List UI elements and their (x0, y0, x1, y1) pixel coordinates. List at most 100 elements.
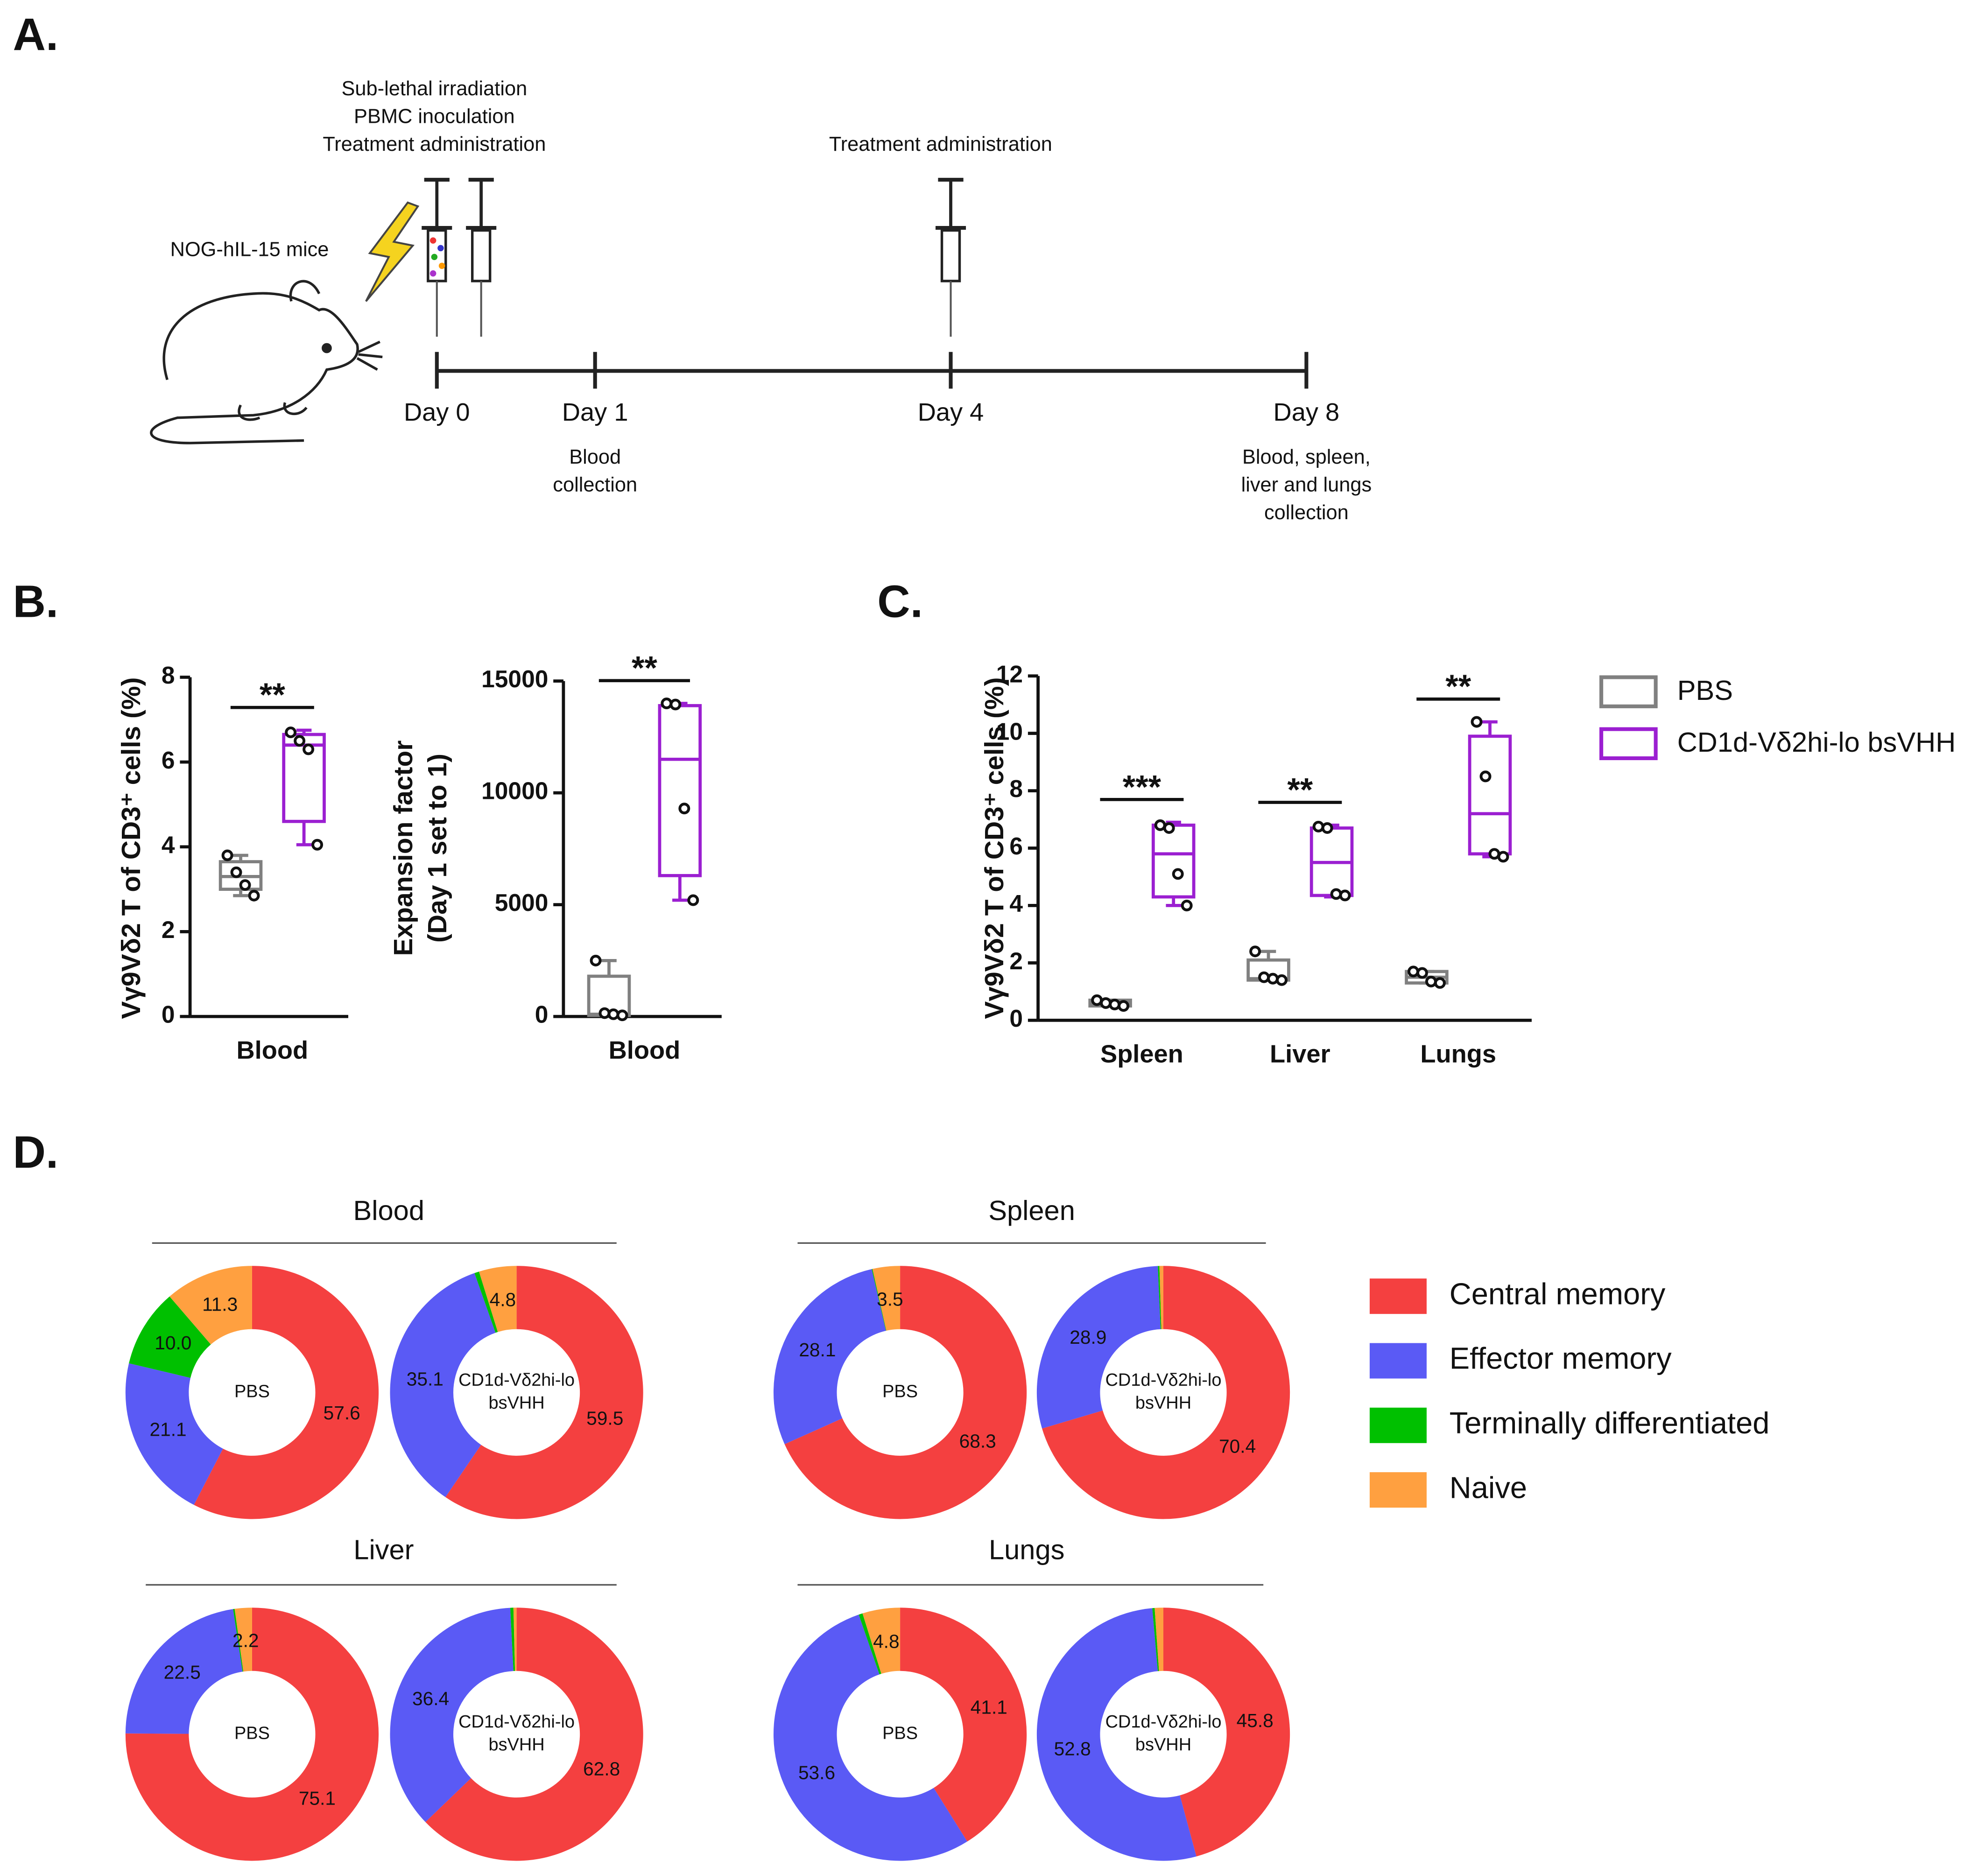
group-title: Spleen (988, 1195, 1075, 1226)
value-label: 57.6 (324, 1402, 360, 1424)
event-label: Blood, spleen, (1242, 446, 1371, 468)
value-label: 28.9 (1070, 1326, 1106, 1348)
donut-segment (872, 1266, 901, 1331)
x-tick-label: Blood (237, 1036, 309, 1064)
y-tick-label: 12 (996, 660, 1023, 687)
data-point (1471, 716, 1483, 728)
significance-label: ** (632, 649, 657, 686)
center-label: PBS (234, 1382, 270, 1401)
event-label: PBMC inoculation (354, 106, 515, 128)
data-point (1163, 822, 1175, 834)
data-point (1181, 899, 1193, 911)
event-label: collection (1264, 501, 1349, 524)
day-label: Day 0 (404, 398, 470, 426)
data-point (1434, 977, 1446, 989)
value-label: 70.4 (1219, 1435, 1256, 1457)
data-point (1172, 868, 1184, 880)
donut-segment (773, 1269, 886, 1445)
data-point (616, 1009, 628, 1022)
y-axis-label: (Day 1 set to 1) (422, 754, 452, 943)
y-tick-label: 5000 (495, 889, 549, 916)
data-point (221, 849, 233, 861)
event-label: Sub-lethal irradiation (342, 78, 528, 100)
data-point (1276, 974, 1288, 986)
box (1151, 823, 1196, 899)
value-label: 10.0 (155, 1332, 191, 1354)
donut-segment (1042, 1266, 1290, 1519)
value-label: 75.1 (299, 1787, 336, 1809)
data-point (230, 866, 242, 878)
donut-segment (872, 1269, 887, 1331)
value-label: 59.5 (586, 1407, 623, 1429)
value-label: 3.5 (877, 1288, 903, 1310)
donut-segment (425, 1608, 643, 1861)
y-tick-label: 10000 (481, 777, 548, 804)
data-point (303, 743, 315, 755)
y-axis-label: Vγ9Vδ2 T of CD3⁺ cells (%) (116, 677, 146, 1019)
data-point (1497, 851, 1509, 863)
donut-segment (862, 1608, 901, 1674)
y-tick-label: 4 (1009, 890, 1023, 917)
cell-dots (429, 237, 445, 277)
y-tick-label: 8 (162, 662, 175, 689)
y-tick-label: 0 (535, 1001, 549, 1028)
legend-swatch (1369, 1343, 1427, 1379)
donut-segment (784, 1266, 1027, 1519)
data-point (1267, 973, 1279, 985)
y-axis-label: Expansion factor (388, 741, 418, 956)
center-label: CD1d-Vδ2hi-lo (458, 1370, 575, 1390)
value-label: 41.1 (971, 1696, 1007, 1718)
panel-label: B. (13, 576, 59, 627)
x-tick-label: Spleen (1100, 1040, 1183, 1068)
value-label: 4.8 (873, 1630, 900, 1652)
data-point (1100, 997, 1112, 1009)
value-label: 22.5 (164, 1662, 201, 1683)
data-point (1321, 822, 1333, 834)
legend-swatch (1599, 727, 1658, 761)
data-point (311, 839, 324, 851)
panel-label: A. (13, 9, 59, 60)
center-label: bsVHH (489, 1393, 545, 1413)
y-axis-label: Vγ9Vδ2 T of CD3⁺ cells (%) (979, 677, 1009, 1019)
value-label: 28.1 (799, 1339, 836, 1361)
y-tick-label: 4 (162, 831, 175, 858)
donut-segment (859, 1613, 881, 1675)
day-label: Day 1 (562, 398, 628, 426)
data-point (661, 698, 673, 709)
y-tick-label: 6 (162, 747, 175, 774)
donut-segment (125, 1609, 243, 1734)
data-point (1416, 967, 1428, 979)
group-title: Liver (353, 1534, 414, 1566)
donut-segment (479, 1266, 517, 1332)
y-tick-label: 0 (162, 1001, 175, 1028)
donut-segment (169, 1266, 252, 1345)
legend-label: Central memory (1450, 1277, 1666, 1311)
value-label: 45.8 (1237, 1710, 1274, 1731)
legend-label: PBS (1677, 675, 1733, 706)
donut-segment (125, 1608, 379, 1861)
center-label: bsVHH (1135, 1735, 1191, 1755)
donut-segment (1154, 1608, 1164, 1671)
y-tick-label: 2 (162, 916, 175, 943)
data-point (1339, 889, 1351, 902)
panel-label: D. (13, 1127, 59, 1178)
y-tick-label: 2 (1009, 947, 1023, 974)
event-label: Treatment administration (829, 133, 1052, 155)
donut-segment (390, 1608, 514, 1822)
donut-segment (234, 1608, 252, 1672)
data-point (590, 954, 602, 966)
value-label: 11.3 (202, 1293, 238, 1315)
legend-swatch (1369, 1472, 1427, 1508)
y-tick-label: 8 (1009, 775, 1023, 802)
center-label: bsVHH (489, 1735, 545, 1755)
data-point (239, 879, 251, 891)
value-label: 2.2 (232, 1630, 259, 1651)
event-label: Treatment administration (323, 133, 546, 155)
box (658, 704, 702, 877)
value-label: 21.1 (150, 1419, 187, 1440)
mouse-drawing (150, 280, 383, 444)
value-label: 62.8 (583, 1758, 620, 1780)
donut-segment (474, 1271, 498, 1333)
donut-segment (1159, 1266, 1164, 1329)
